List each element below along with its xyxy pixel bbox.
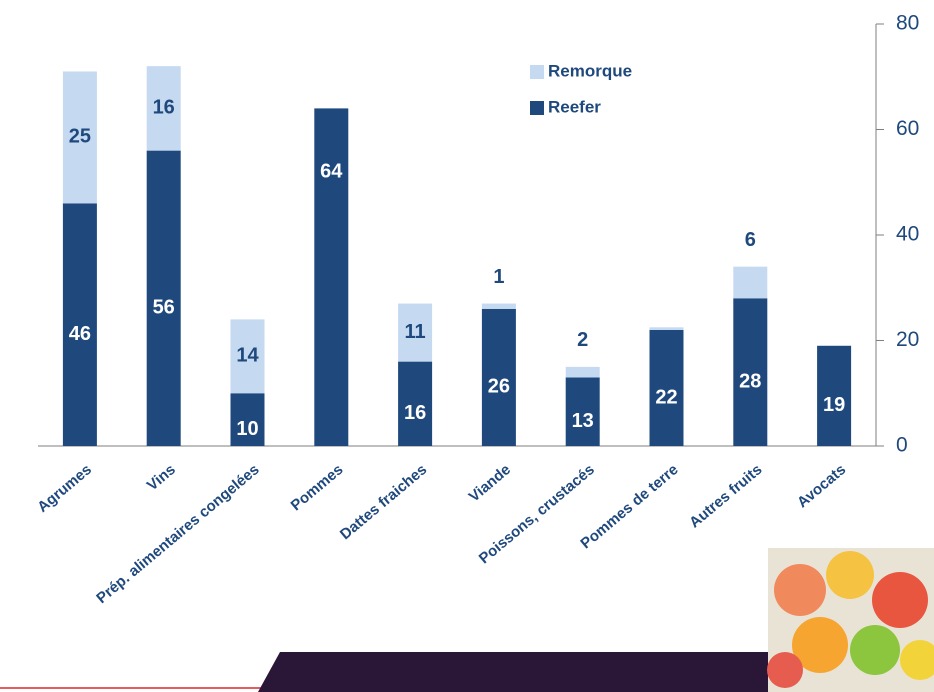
footer-band <box>258 652 770 692</box>
data-label: 2 <box>577 329 588 351</box>
data-label: 46 <box>69 323 91 345</box>
bar-segment <box>566 367 600 378</box>
legend-label: Reefer <box>548 97 601 116</box>
data-label: 16 <box>404 402 426 424</box>
bar-segment <box>650 327 684 330</box>
data-label: 56 <box>153 297 175 319</box>
data-label: 28 <box>739 370 761 392</box>
legend-swatch <box>530 101 544 115</box>
y-tick-label: 80 <box>896 12 919 35</box>
data-label: 25 <box>69 126 91 148</box>
data-label: 13 <box>572 410 594 432</box>
bar-segment <box>733 267 767 299</box>
data-label: 6 <box>745 229 756 251</box>
data-label: 11 <box>405 321 426 343</box>
data-label: 64 <box>320 160 343 182</box>
fruit-picture <box>767 548 934 692</box>
bar-segment <box>482 304 516 309</box>
legend-swatch <box>530 65 544 79</box>
data-label: 14 <box>236 345 259 367</box>
y-tick-label: 60 <box>896 117 919 140</box>
data-label: 1 <box>493 266 504 288</box>
y-tick-label: 0 <box>896 434 908 457</box>
chart: 0204060804625Agrumes5616Vins1014Prép. al… <box>0 0 934 692</box>
data-label: 22 <box>655 386 677 408</box>
data-label: 26 <box>488 376 510 398</box>
y-tick-label: 20 <box>896 328 919 351</box>
y-tick-label: 40 <box>896 223 919 246</box>
data-label: 10 <box>236 418 258 440</box>
legend-label: Remorque <box>548 61 632 80</box>
bar-segment <box>314 108 348 446</box>
data-label: 19 <box>823 394 845 416</box>
data-label: 16 <box>153 97 175 119</box>
